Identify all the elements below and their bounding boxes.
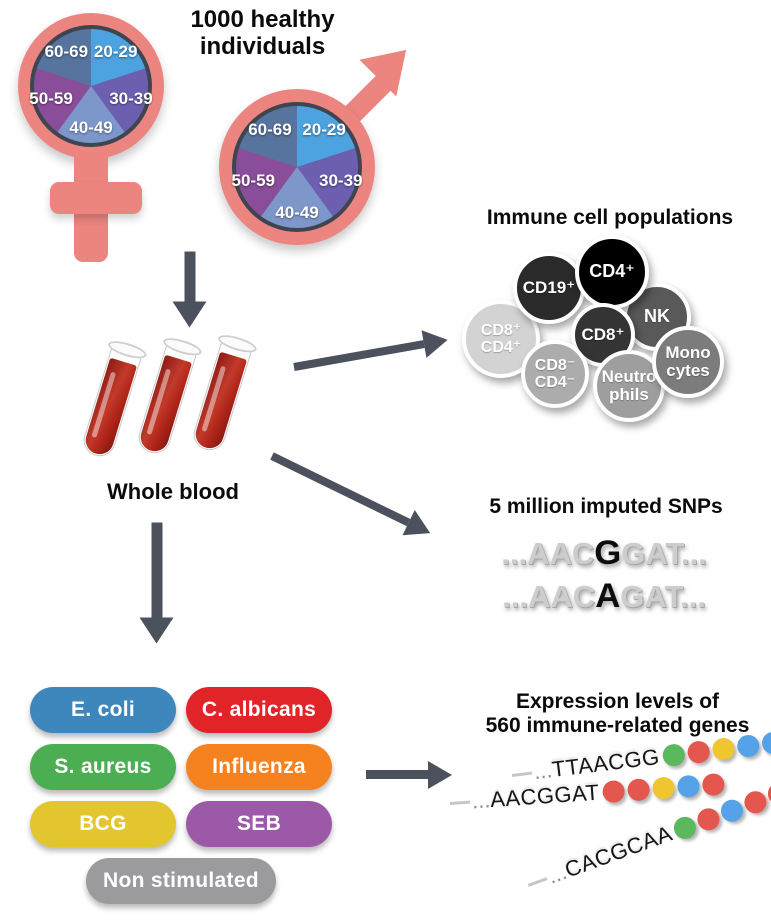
strand-sequence-text: CACGCAA: [561, 820, 676, 883]
cell-circle-cd19pos: CD19⁺: [513, 252, 585, 324]
stimulus-pill-non-stimulated: Non stimulated: [86, 858, 276, 904]
age-group-label: 60-69: [248, 119, 292, 139]
expression-title: Expression levels of 560 immune-related …: [485, 690, 750, 737]
blue-expression-dot: [760, 730, 771, 756]
female-symbol: 20-29 30-39 40-49 50-59 60-69: [16, 10, 206, 280]
cell-label: CD8⁺: [581, 324, 625, 344]
stimulus-pill-seb: SEB: [186, 801, 332, 847]
snp-variant-letter: G: [594, 534, 622, 572]
green-expression-dot: [670, 813, 699, 843]
cell-label: CD4⁻: [534, 374, 576, 391]
stimuli-panel: E. coli C. albicans S. aureus Influenza BCG S…: [30, 687, 332, 904]
age-group-label: 30-39: [109, 88, 153, 108]
cell-circle-cd8neg-cd4neg: CD8⁻ CD4⁻: [521, 340, 589, 408]
cell-circle-cd4pos: CD4⁺: [575, 235, 649, 309]
cell-label: CD8⁺: [480, 321, 522, 339]
arrow-blood-to-immune-cells: [293, 340, 425, 371]
cell-label: CD4⁺: [589, 261, 635, 282]
strand-sequence-text: AACGGAT: [489, 779, 601, 813]
female-cross-horizontal: [50, 182, 142, 214]
male-symbol: 20-29 30-39 40-49 50-59 60-69: [214, 31, 444, 258]
stimulus-pill-s-aureus: S. aureus: [30, 744, 176, 790]
snp-context-letters: ...AAC: [502, 579, 596, 614]
yellow-expression-dot: [710, 736, 736, 762]
red-expression-dot: [701, 772, 725, 797]
age-group-label: 40-49: [69, 118, 113, 137]
female-age-pie: 20-29 30-39 40-49 50-59 60-69: [29, 25, 153, 147]
stimulus-pill-c-albicans: C. albicans: [186, 687, 332, 733]
tube-glass: [189, 337, 254, 455]
cell-circle-monocytes: Mono cytes: [652, 326, 724, 398]
cell-label: Neutro: [601, 366, 657, 386]
cell-label: cytes: [666, 361, 710, 380]
red-expression-dot: [740, 788, 770, 817]
cell-label: phils: [609, 385, 649, 404]
snp-context-letters: ...AAC: [501, 536, 595, 571]
stimulus-pill-influenza: Influenza: [186, 744, 332, 790]
cell-label: CD4⁺: [480, 339, 522, 356]
age-group-label: 50-59: [231, 171, 275, 191]
arrow-blood-to-stimuli: [151, 522, 163, 618]
cell-label: NK: [644, 306, 670, 327]
age-group-label: 20-29: [93, 42, 138, 62]
blue-expression-dot: [735, 733, 761, 759]
arrow-stimuli-to-expression: [366, 770, 428, 779]
cell-label: Mono: [665, 342, 711, 362]
red-expression-dot: [685, 739, 711, 765]
snp-sequence-row: ...AACAGAT...: [448, 575, 760, 618]
red-expression-dot: [693, 805, 723, 834]
arrow-individuals-to-blood: [184, 251, 196, 302]
immune-populations-title: Immune cell populations: [486, 206, 734, 229]
strand-ellipsis: ...: [471, 787, 492, 814]
green-expression-dot: [661, 742, 686, 768]
snp-context-letters: GAT...: [621, 536, 707, 571]
age-group-label: 30-39: [318, 171, 363, 191]
cell-label: CD19⁺: [522, 277, 576, 297]
stimulus-pill-bcg: BCG: [30, 801, 176, 847]
red-expression-dot: [601, 779, 626, 804]
cohort-title: 1000 healthy individuals: [190, 6, 335, 60]
age-group-label: 50-59: [29, 88, 73, 108]
blue-expression-dot: [676, 774, 700, 799]
snps-title: 5 million imputed SNPs: [489, 495, 723, 518]
snp-variant-letter: A: [595, 577, 621, 615]
age-group-label: 60-69: [44, 42, 89, 62]
snp-sequences: ...AACGGAT... ...AACAGAT...: [448, 532, 760, 618]
snp-sequence-row: ...AACGGAT...: [448, 532, 760, 575]
red-expression-dot: [626, 778, 651, 802]
cell-label: CD8⁻: [534, 356, 576, 374]
stimulus-pill-e-coli: E. coli: [30, 687, 176, 733]
blue-expression-dot: [717, 796, 746, 826]
blood-tubes: [79, 330, 298, 475]
male-age-pie: 20-29 30-39 40-49 50-59 60-69: [232, 102, 362, 232]
snp-context-letters: GAT...: [620, 579, 706, 614]
age-group-label: 40-49: [275, 203, 319, 222]
yellow-expression-dot: [651, 776, 676, 800]
whole-blood-label: Whole blood: [107, 479, 239, 504]
age-group-label: 20-29: [302, 119, 346, 139]
